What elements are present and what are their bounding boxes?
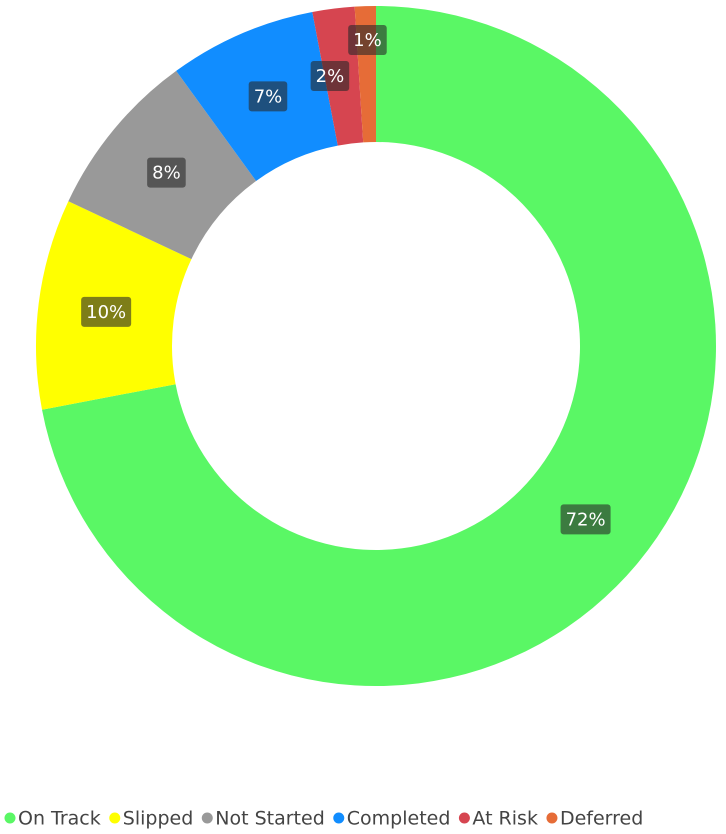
data-label: 7% [248, 81, 288, 112]
legend-label: Completed [347, 808, 451, 830]
legend-marker [4, 812, 16, 824]
slice [42, 6, 716, 686]
data-label-text: 72% [566, 509, 606, 530]
legend-marker [458, 812, 470, 824]
legend-marker [109, 812, 121, 824]
legend-label: At Risk [472, 808, 538, 830]
legend-label: On Track [18, 808, 101, 830]
legend-marker [546, 812, 558, 824]
data-label-bg [81, 296, 132, 327]
data-label-text: 8% [152, 163, 181, 184]
legend-marker [201, 812, 213, 824]
data-label: 8% [147, 157, 186, 188]
data-label-bg [560, 504, 611, 535]
data-label-text: 7% [254, 86, 283, 107]
legend-label: Not Started [215, 808, 325, 830]
legend-label: Slipped [123, 808, 194, 830]
data-label-text: 1% [353, 30, 382, 51]
data-label-text: 2% [316, 66, 345, 87]
data-label: 72% [560, 504, 611, 535]
data-label-bg [147, 157, 186, 188]
legend-marker [333, 812, 345, 824]
data-label-bg [248, 81, 288, 112]
data-label: 10% [81, 296, 132, 327]
data-label-text: 10% [86, 302, 126, 323]
legend-label: Deferred [560, 808, 643, 830]
data-label: 1% [348, 25, 387, 55]
data-label-bg [348, 25, 387, 55]
data-label: 2% [310, 61, 350, 91]
data-label-bg [310, 61, 350, 91]
